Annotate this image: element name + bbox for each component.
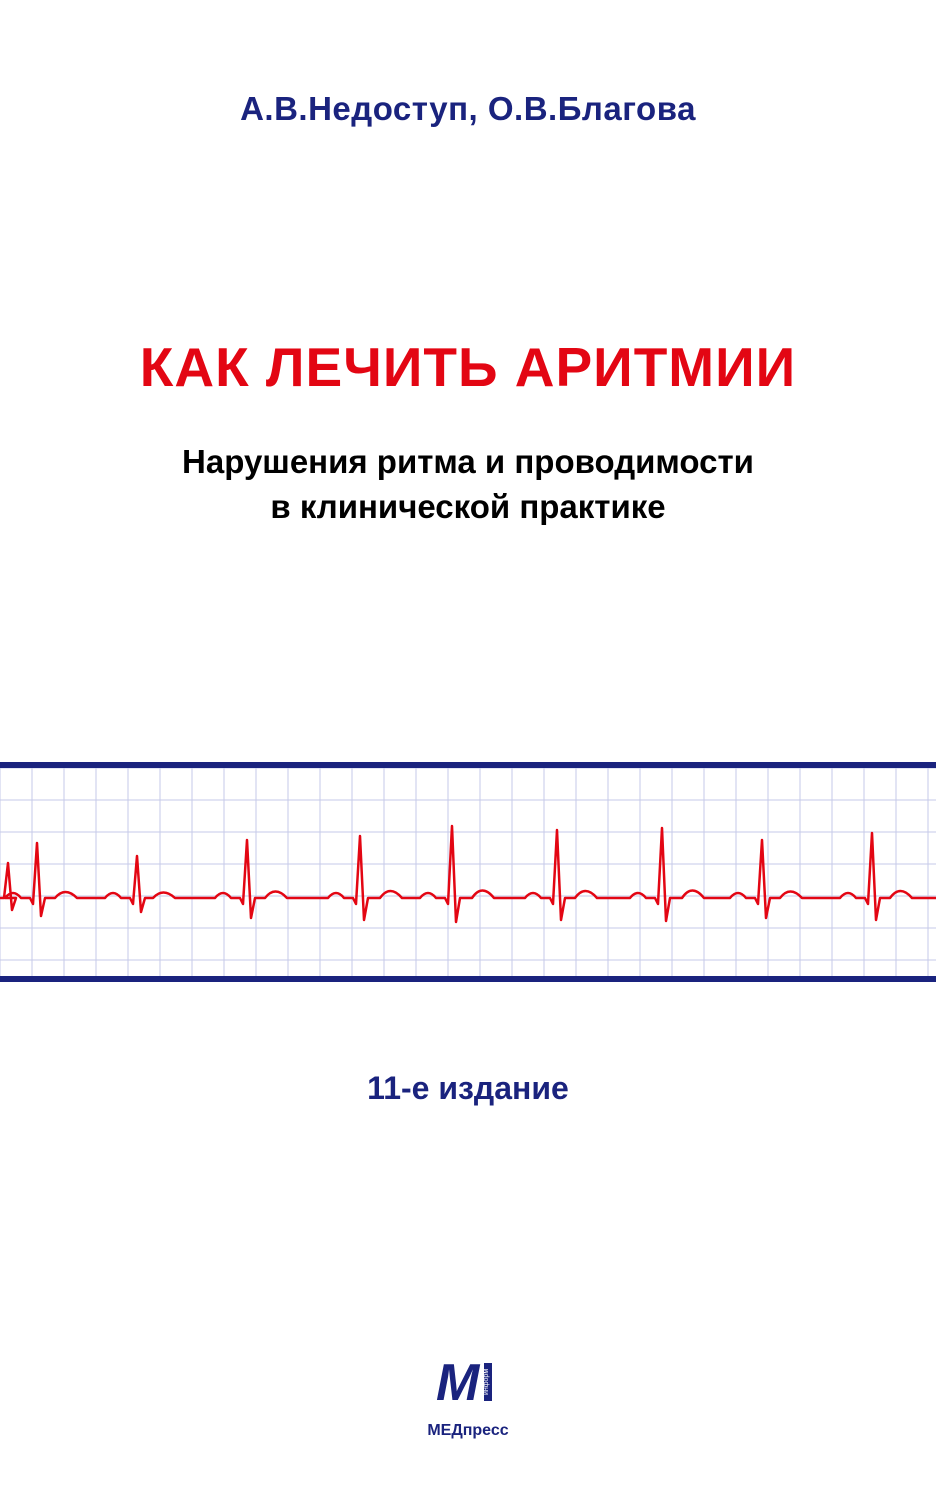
publisher-block: М информ МЕДпресс bbox=[0, 1355, 936, 1440]
book-subtitle: Нарушения ритма и проводимости в клиниче… bbox=[0, 440, 936, 529]
subtitle-line2: в клинической практике bbox=[270, 488, 665, 525]
svg-text:информ: информ bbox=[483, 1369, 490, 1395]
publisher-logo: М информ МЕДпресс bbox=[427, 1355, 508, 1440]
publisher-logo-icon: М информ bbox=[428, 1355, 508, 1425]
subtitle-line1: Нарушения ритма и проводимости bbox=[182, 443, 754, 480]
ecg-strip bbox=[0, 762, 936, 982]
svg-text:М: М bbox=[436, 1355, 481, 1412]
publisher-name: МЕДпресс bbox=[427, 1422, 508, 1440]
book-title: КАК ЛЕЧИТЬ АРИТМИИ bbox=[0, 335, 936, 399]
authors-text: А.В.Недоступ, О.В.Благова bbox=[0, 90, 936, 128]
edition-text: 11-е издание bbox=[0, 1070, 936, 1107]
ecg-graphic bbox=[0, 768, 936, 976]
